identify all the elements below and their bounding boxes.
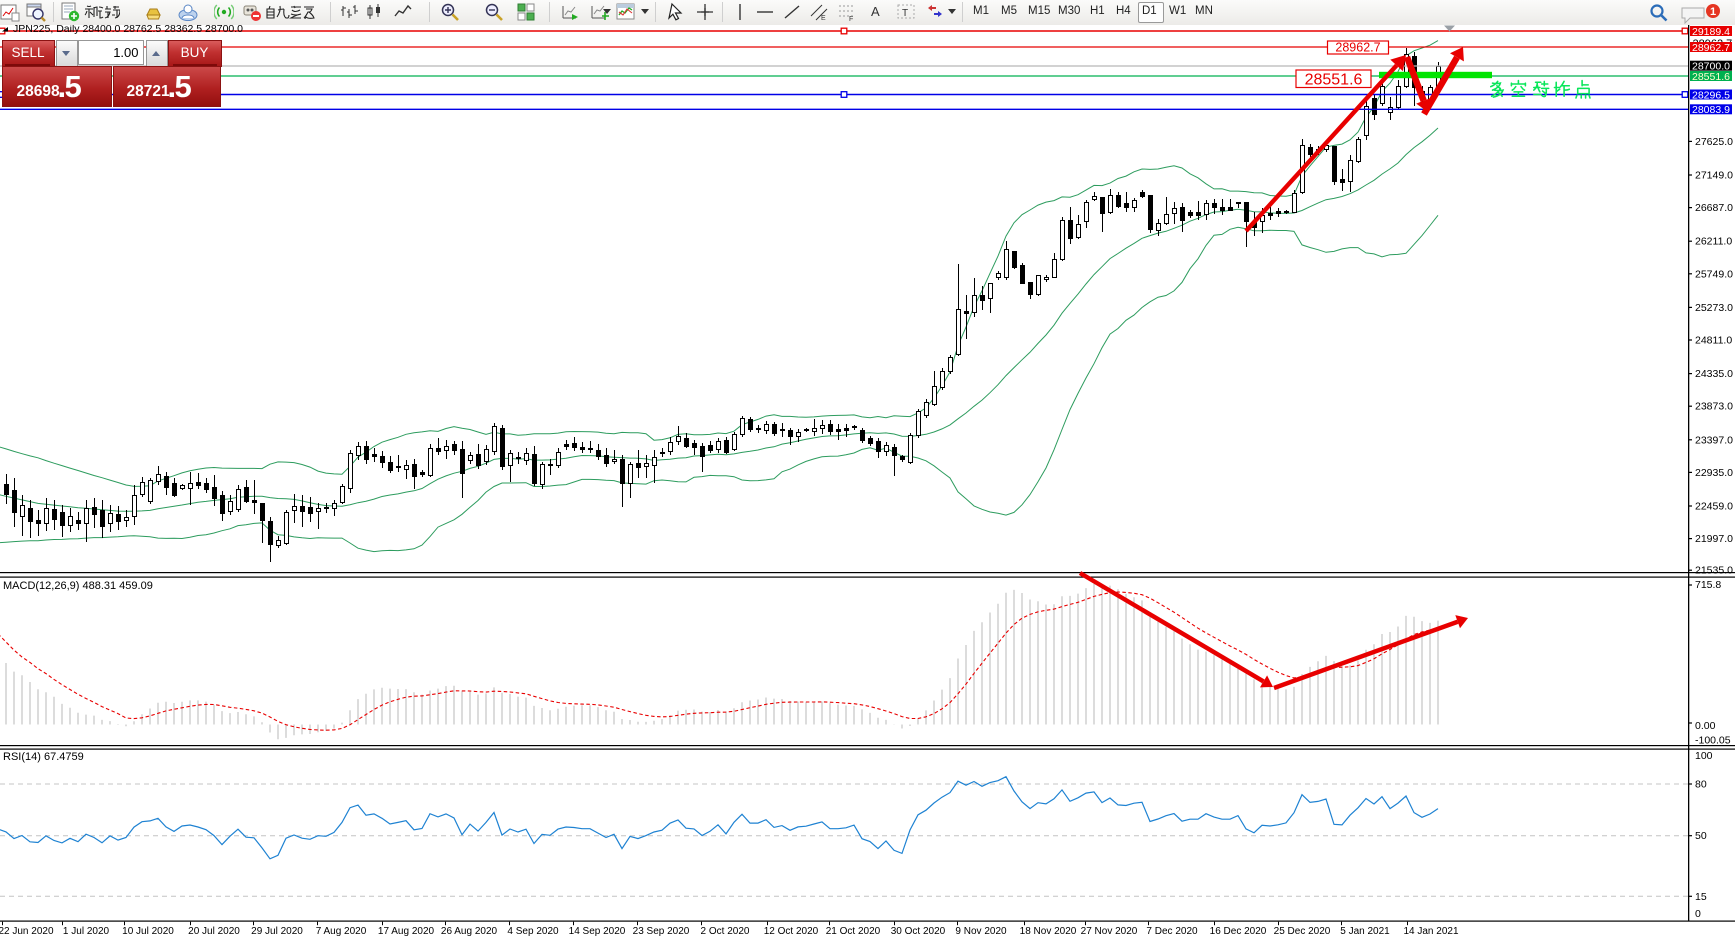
svg-text:28551.6: 28551.6 <box>1692 71 1730 83</box>
svg-text:21535.0: 21535.0 <box>1695 565 1733 577</box>
svg-text:14 Sep 2020: 14 Sep 2020 <box>569 926 626 937</box>
svg-text:-100.05: -100.05 <box>1695 735 1731 747</box>
svg-text:1: 1 <box>1710 6 1716 18</box>
svg-text:24335.0: 24335.0 <box>1695 368 1733 380</box>
svg-text:23873.0: 23873.0 <box>1695 401 1733 413</box>
svg-text:715.8: 715.8 <box>1695 579 1721 591</box>
svg-text:22 Jun 2020: 22 Jun 2020 <box>0 926 54 937</box>
svg-text:23 Sep 2020: 23 Sep 2020 <box>633 926 690 937</box>
svg-text:0.00: 0.00 <box>1695 720 1716 732</box>
svg-text:17 Aug 2020: 17 Aug 2020 <box>378 926 435 937</box>
svg-text:28551.6: 28551.6 <box>1305 72 1363 89</box>
svg-text:28083.9: 28083.9 <box>1692 104 1730 116</box>
svg-text:30 Oct 2020: 30 Oct 2020 <box>891 926 946 937</box>
svg-text:29189.4: 29189.4 <box>1692 26 1730 38</box>
svg-text:10 Jul 2020: 10 Jul 2020 <box>122 926 174 937</box>
svg-text:22459.0: 22459.0 <box>1695 501 1733 513</box>
svg-text:1 Jul 2020: 1 Jul 2020 <box>63 926 110 937</box>
svg-text:25273.0: 25273.0 <box>1695 302 1733 314</box>
svg-text:9 Nov 2020: 9 Nov 2020 <box>955 926 1007 937</box>
svg-text:26687.0: 26687.0 <box>1695 202 1733 214</box>
svg-text:22935.0: 22935.0 <box>1695 467 1733 479</box>
svg-text:26 Aug 2020: 26 Aug 2020 <box>441 926 498 937</box>
svg-text:15: 15 <box>1695 891 1707 903</box>
svg-text:28962.7: 28962.7 <box>1335 41 1380 55</box>
svg-text:29 Jul 2020: 29 Jul 2020 <box>251 926 303 937</box>
svg-text:E: E <box>821 15 826 22</box>
svg-text:27149.0: 27149.0 <box>1695 170 1733 182</box>
svg-text:23397.0: 23397.0 <box>1695 434 1733 446</box>
svg-text:14 Jan 2021: 14 Jan 2021 <box>1403 926 1458 937</box>
svg-text:RSI(14) 67.4759: RSI(14) 67.4759 <box>3 751 84 763</box>
svg-text:18 Nov 2020: 18 Nov 2020 <box>1020 926 1077 937</box>
svg-text:25 Dec 2020: 25 Dec 2020 <box>1274 926 1331 937</box>
svg-text:50: 50 <box>1695 830 1707 842</box>
svg-text:27625.0: 27625.0 <box>1695 136 1733 148</box>
svg-text:80: 80 <box>1695 779 1707 791</box>
svg-text:21 Oct 2020: 21 Oct 2020 <box>826 926 881 937</box>
svg-text:100: 100 <box>1695 750 1713 762</box>
svg-text:7 Dec 2020: 7 Dec 2020 <box>1146 926 1198 937</box>
svg-text:28962.7: 28962.7 <box>1692 42 1730 54</box>
svg-text:5 Jan 2021: 5 Jan 2021 <box>1340 926 1390 937</box>
svg-text:20 Jul 2020: 20 Jul 2020 <box>188 926 240 937</box>
svg-text:27 Nov 2020: 27 Nov 2020 <box>1081 926 1138 937</box>
svg-text:MACD(12,26,9) 488.31 459.09: MACD(12,26,9) 488.31 459.09 <box>3 580 153 592</box>
svg-text:26211.0: 26211.0 <box>1695 236 1732 248</box>
svg-text:12 Oct 2020: 12 Oct 2020 <box>764 926 819 937</box>
svg-text:T: T <box>902 8 908 19</box>
svg-text:28700.0: 28700.0 <box>1692 61 1730 73</box>
svg-text:F: F <box>849 16 853 22</box>
svg-text:16 Dec 2020: 16 Dec 2020 <box>1210 926 1267 937</box>
svg-text:4 Sep 2020: 4 Sep 2020 <box>507 926 559 937</box>
svg-text:21997.0: 21997.0 <box>1695 533 1733 545</box>
svg-text:JPN225, Daily 28400.0 28762.5: JPN225, Daily 28400.0 28762.5 28362.5 28… <box>13 25 243 35</box>
svg-text:7 Aug 2020: 7 Aug 2020 <box>316 926 367 937</box>
svg-text:24811.0: 24811.0 <box>1695 335 1732 347</box>
svg-text:0: 0 <box>1695 908 1701 920</box>
svg-text:25749.0: 25749.0 <box>1695 268 1733 280</box>
svg-text:2 Oct 2020: 2 Oct 2020 <box>701 926 750 937</box>
svg-text:28296.5: 28296.5 <box>1692 89 1730 101</box>
